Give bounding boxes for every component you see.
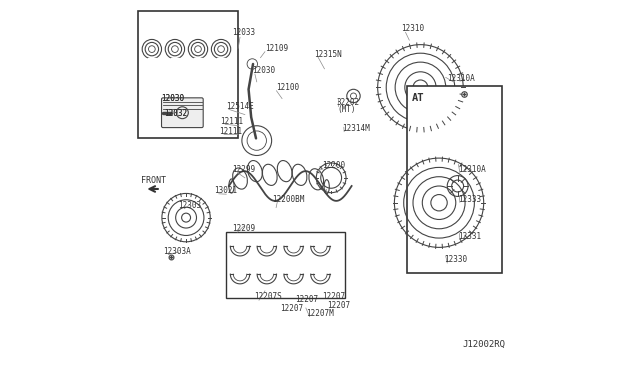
Text: AT: AT bbox=[412, 93, 424, 103]
Text: 12032: 12032 bbox=[164, 109, 188, 118]
Text: 12207: 12207 bbox=[322, 292, 345, 301]
Bar bbox=[138, 11, 238, 138]
Text: 12030: 12030 bbox=[161, 94, 184, 103]
Text: 12303: 12303 bbox=[178, 201, 201, 210]
Text: 32202: 32202 bbox=[337, 98, 360, 107]
Text: 12030: 12030 bbox=[161, 94, 184, 103]
Text: 12033: 12033 bbox=[232, 28, 256, 37]
Text: 12111: 12111 bbox=[220, 126, 243, 135]
FancyBboxPatch shape bbox=[161, 98, 203, 128]
Text: 12299: 12299 bbox=[232, 165, 256, 174]
Text: 12207: 12207 bbox=[294, 295, 318, 304]
Text: 12514E: 12514E bbox=[227, 102, 254, 110]
Text: 12200: 12200 bbox=[322, 161, 345, 170]
Text: 12109: 12109 bbox=[265, 44, 288, 53]
Text: 12331: 12331 bbox=[458, 232, 481, 241]
Text: 12310A: 12310A bbox=[458, 165, 486, 174]
Text: 12111: 12111 bbox=[220, 116, 243, 125]
Text: 12333: 12333 bbox=[458, 195, 481, 203]
Text: J12002RQ: J12002RQ bbox=[462, 340, 505, 349]
Text: 12207: 12207 bbox=[280, 304, 303, 312]
Text: 12207: 12207 bbox=[326, 301, 350, 310]
Text: 12315N: 12315N bbox=[314, 49, 341, 58]
Text: 12100: 12100 bbox=[276, 83, 300, 92]
Bar bbox=[408, 86, 502, 273]
Text: 13021: 13021 bbox=[214, 186, 237, 195]
Text: 12314M: 12314M bbox=[342, 124, 370, 133]
Text: 12032: 12032 bbox=[164, 109, 188, 118]
Text: (MT): (MT) bbox=[337, 105, 356, 114]
Text: 12200BM: 12200BM bbox=[273, 195, 305, 203]
Text: 12207M: 12207M bbox=[306, 309, 333, 318]
Text: 12209: 12209 bbox=[232, 224, 256, 233]
Text: 12330: 12330 bbox=[445, 255, 468, 264]
Text: 12310A: 12310A bbox=[447, 74, 475, 83]
Text: 12303A: 12303A bbox=[163, 247, 191, 256]
Text: 12207S: 12207S bbox=[254, 292, 282, 301]
Text: 12030: 12030 bbox=[252, 66, 275, 75]
Text: FRONT: FRONT bbox=[141, 176, 166, 185]
Text: 12310: 12310 bbox=[401, 24, 424, 33]
Bar bbox=[227, 232, 346, 298]
